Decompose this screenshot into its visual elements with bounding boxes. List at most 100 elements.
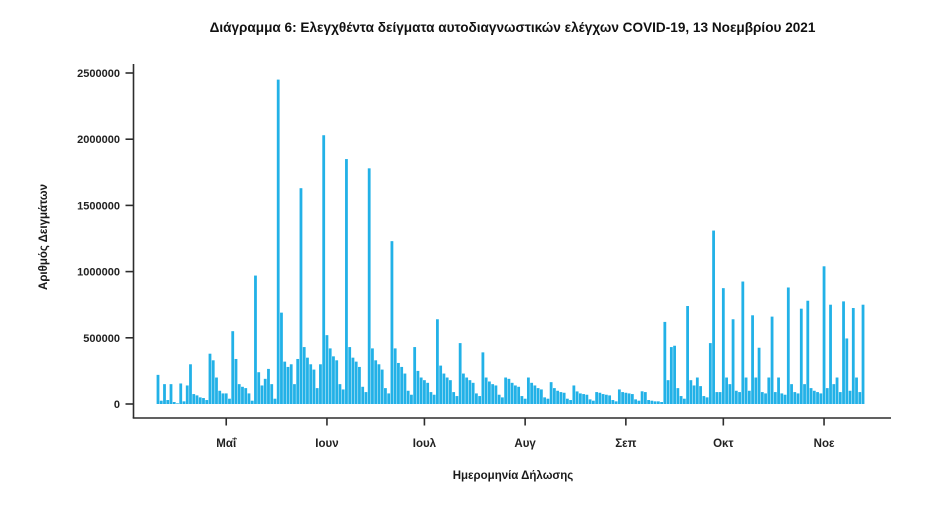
bar-day-11 [192, 394, 196, 404]
bar-day-4 [169, 384, 173, 404]
bar-day-136 [598, 392, 602, 404]
bar-day-50 [319, 364, 322, 404]
bar-day-107 [504, 377, 508, 404]
bar-day-84 [429, 392, 433, 404]
bar-day-54 [332, 356, 335, 404]
bar-day-46 [306, 357, 309, 404]
bar-day-188 [767, 377, 771, 404]
bar-day-178 [734, 390, 738, 404]
bar-day-176 [728, 384, 732, 404]
bar-day-71 [387, 393, 391, 404]
bar-day-45 [302, 347, 306, 404]
bar-day-156 [663, 321, 667, 404]
bar-day-216 [858, 392, 862, 404]
bar-day-133 [588, 399, 592, 404]
bar-day-55 [335, 360, 339, 404]
x-tick-label: Μαΐ [216, 438, 237, 450]
y-tick-label: 1500000 [77, 200, 120, 212]
bar-day-6 [176, 403, 179, 404]
bar-day-110 [513, 385, 517, 404]
bar-day-169 [705, 397, 709, 404]
bar-day-52 [325, 335, 329, 404]
x-tick-label: Αυγ [514, 438, 536, 450]
bar-day-123 [556, 390, 560, 404]
bar-day-59 [348, 347, 352, 404]
bar-day-81 [419, 377, 423, 404]
bar-day-192 [780, 393, 784, 404]
bar-day-212 [845, 338, 849, 404]
bar-day-131 [582, 394, 586, 404]
bar-day-48 [312, 369, 316, 404]
bar-day-174 [721, 288, 725, 404]
bar-day-75 [400, 366, 404, 404]
bar-day-197 [796, 393, 800, 404]
bar-day-143 [621, 392, 625, 404]
y-tick-label: 500000 [83, 333, 120, 345]
bar-day-172 [715, 392, 719, 404]
bar-day-189 [770, 316, 774, 404]
bar-day-138 [604, 394, 608, 404]
bar-day-47 [309, 364, 313, 404]
bar-day-36 [273, 398, 277, 404]
y-tick-label: 2500000 [77, 68, 120, 80]
bar-day-61 [354, 361, 358, 404]
bar-day-82 [423, 380, 426, 404]
bar-day-215 [855, 377, 858, 404]
bar-day-205 [822, 266, 826, 404]
bar-day-90 [449, 380, 452, 404]
x-tick-label: Σεπ [615, 438, 636, 450]
bar-day-53 [328, 348, 332, 404]
bar-day-78 [410, 394, 413, 404]
bar-day-170 [708, 343, 712, 404]
bar-day-182 [747, 390, 751, 404]
x-tick-label: Ιουλ [413, 438, 437, 450]
bar-day-117 [536, 388, 540, 404]
y-tick-label: 1000000 [77, 267, 120, 279]
bar-day-141 [614, 401, 618, 404]
bar-day-185 [757, 347, 761, 404]
bar-day-177 [731, 319, 735, 404]
bar-day-87 [439, 365, 443, 404]
bar-day-184 [754, 377, 758, 404]
bar-day-86 [436, 319, 439, 404]
bar-day-165 [692, 385, 696, 404]
bar-day-132 [585, 394, 589, 404]
bar-day-17 [211, 360, 215, 404]
bar-day-129 [575, 391, 579, 404]
bar-day-162 [682, 398, 686, 404]
bar-day-98 [475, 393, 478, 404]
bar-day-72 [390, 241, 394, 404]
bar-day-210 [838, 392, 842, 404]
y-tick-label: 0 [114, 399, 120, 411]
bar-day-62 [358, 366, 361, 404]
bar-day-134 [591, 400, 595, 404]
bar-day-214 [851, 308, 855, 404]
bar-day-49 [315, 388, 319, 404]
bar-day-83 [426, 382, 430, 404]
bar-day-160 [676, 388, 680, 404]
bar-day-108 [507, 378, 511, 404]
bar-day-121 [549, 382, 553, 404]
bar-day-2 [163, 384, 166, 404]
bar-day-32 [260, 385, 264, 404]
bar-day-175 [725, 377, 728, 404]
bar-day-183 [751, 315, 754, 404]
bar-day-96 [468, 380, 472, 404]
bar-day-125 [562, 392, 566, 404]
y-tick-label: 2000000 [77, 134, 120, 146]
bar-day-9 [185, 385, 189, 404]
bar-day-204 [819, 393, 823, 404]
bar-day-23 [231, 331, 235, 404]
bar-day-13 [198, 397, 202, 404]
bar-day-124 [559, 392, 563, 404]
bar-day-1 [159, 400, 163, 404]
bar-day-140 [611, 400, 615, 404]
bar-day-8 [182, 401, 186, 404]
x-tick-label: Ιουν [315, 438, 338, 450]
bar-day-70 [384, 388, 387, 404]
bar-day-130 [578, 393, 582, 404]
bar-day-77 [406, 390, 410, 404]
bar-day-120 [546, 398, 550, 404]
bar-day-180 [741, 281, 745, 404]
